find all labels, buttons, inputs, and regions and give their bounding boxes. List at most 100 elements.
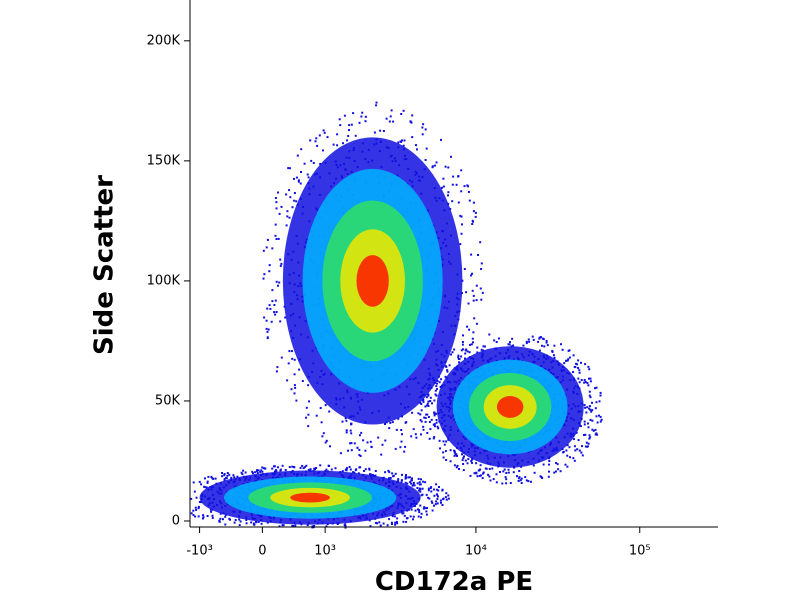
density-speckle — [266, 330, 269, 333]
density-speckle — [458, 361, 461, 364]
density-speckle — [420, 433, 422, 436]
density-speckle — [472, 210, 475, 213]
density-speckle — [417, 515, 420, 518]
density-speckle — [430, 386, 433, 389]
density-speckle — [379, 129, 382, 132]
density-speckle — [430, 500, 433, 503]
density-speckle — [406, 517, 409, 520]
density-speckle — [401, 512, 404, 515]
density-speckle — [566, 454, 569, 457]
density-speckle — [600, 418, 603, 421]
density-speckle — [471, 272, 474, 275]
density-speckle — [435, 483, 438, 486]
density-speckle — [471, 458, 474, 461]
density-speckle — [291, 206, 294, 209]
density-speckle — [503, 468, 506, 471]
density-speckle — [405, 474, 407, 476]
density-speckle — [198, 501, 201, 503]
density-speckle — [299, 466, 302, 469]
density-speckle — [436, 379, 439, 382]
density-speckle — [408, 476, 411, 479]
density-speckle — [445, 498, 448, 501]
density-speckle — [294, 386, 297, 389]
density-speckle — [438, 486, 440, 488]
density-speckle — [581, 445, 583, 448]
density-speckle — [464, 357, 466, 360]
density-speckle — [434, 381, 437, 384]
density-speckle — [463, 268, 466, 270]
density-speckle — [195, 508, 198, 511]
density-speckle — [364, 449, 367, 452]
density-speckle — [520, 477, 523, 480]
density-speckle — [442, 185, 445, 188]
density-speckle — [388, 120, 391, 123]
density-speckle — [242, 469, 245, 472]
density-speckle — [584, 433, 587, 436]
density-speckle — [369, 525, 372, 528]
density-speckle — [334, 467, 337, 470]
density-speckle — [316, 144, 319, 147]
density-speckle — [301, 380, 304, 382]
density-speckle — [471, 289, 474, 292]
density-speckle — [431, 165, 434, 168]
density-speckle — [406, 509, 409, 512]
density-speckle — [462, 457, 465, 460]
density-speckle — [286, 379, 289, 382]
density-speckle — [555, 470, 557, 473]
density-speckle — [507, 343, 510, 346]
density-speckle — [553, 356, 556, 359]
density-speckle — [431, 501, 434, 504]
density-speckle — [223, 473, 226, 475]
density-speckle — [347, 449, 349, 452]
x-axis-label: CD172a PE — [375, 567, 533, 597]
density-speckle — [447, 494, 450, 497]
density-speckle — [419, 504, 422, 507]
density-speckle — [293, 466, 295, 469]
density-speckle — [423, 393, 426, 396]
density-speckle — [441, 504, 444, 506]
density-speckle — [354, 134, 357, 137]
density-speckle — [450, 353, 452, 356]
density-speckle — [587, 426, 590, 429]
density-speckle — [471, 461, 473, 464]
density-speckle — [431, 402, 433, 405]
density-speckle — [366, 441, 369, 444]
x-tick-label: -10³ — [186, 544, 212, 559]
density-speckle — [435, 412, 438, 415]
density-speckle — [190, 512, 193, 515]
density-speckle — [577, 367, 580, 369]
density-speckle — [584, 406, 587, 409]
density-speckle — [297, 179, 300, 182]
density-speckle — [349, 429, 352, 432]
density-speckle — [288, 216, 291, 219]
density-speckle — [345, 431, 348, 434]
density-speckle — [262, 249, 265, 252]
density-speckle — [413, 484, 416, 487]
density-speckle — [211, 477, 214, 480]
density-speckle — [315, 414, 318, 417]
density-speckle — [225, 476, 227, 479]
density-speckle — [284, 469, 287, 471]
density-speckle — [452, 175, 455, 178]
density-speckle — [421, 386, 424, 389]
density-speckle — [580, 379, 583, 381]
density-level — [496, 396, 524, 418]
density-speckle — [390, 109, 393, 112]
density-speckle — [457, 175, 460, 178]
density-speckle — [410, 479, 413, 482]
density-speckle — [599, 415, 602, 418]
density-speckle — [348, 466, 351, 468]
density-speckle — [541, 477, 544, 479]
density-speckle — [591, 419, 594, 422]
density-speckle — [192, 481, 195, 484]
density-speckle — [273, 470, 276, 473]
density-speckle — [378, 521, 381, 524]
density-speckle — [591, 428, 594, 431]
density-level — [290, 492, 330, 503]
density-speckle — [512, 344, 515, 347]
density-speckle — [363, 470, 365, 472]
density-speckle — [525, 479, 528, 482]
density-speckle — [327, 464, 330, 467]
density-speckle — [587, 365, 590, 368]
density-speckle — [437, 489, 440, 492]
